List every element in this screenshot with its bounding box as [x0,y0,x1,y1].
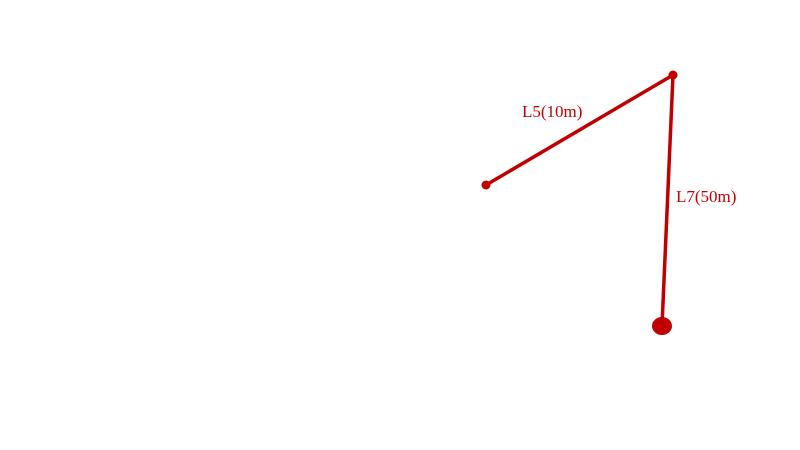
segment-l7-label: L7(50m) [676,187,736,206]
node-corner [668,70,678,80]
node-start [481,180,491,190]
node-end [652,317,672,335]
segment-l7 [660,73,675,328]
segment-l5 [484,73,675,187]
segment-l5-label: L5(10m) [522,102,582,121]
